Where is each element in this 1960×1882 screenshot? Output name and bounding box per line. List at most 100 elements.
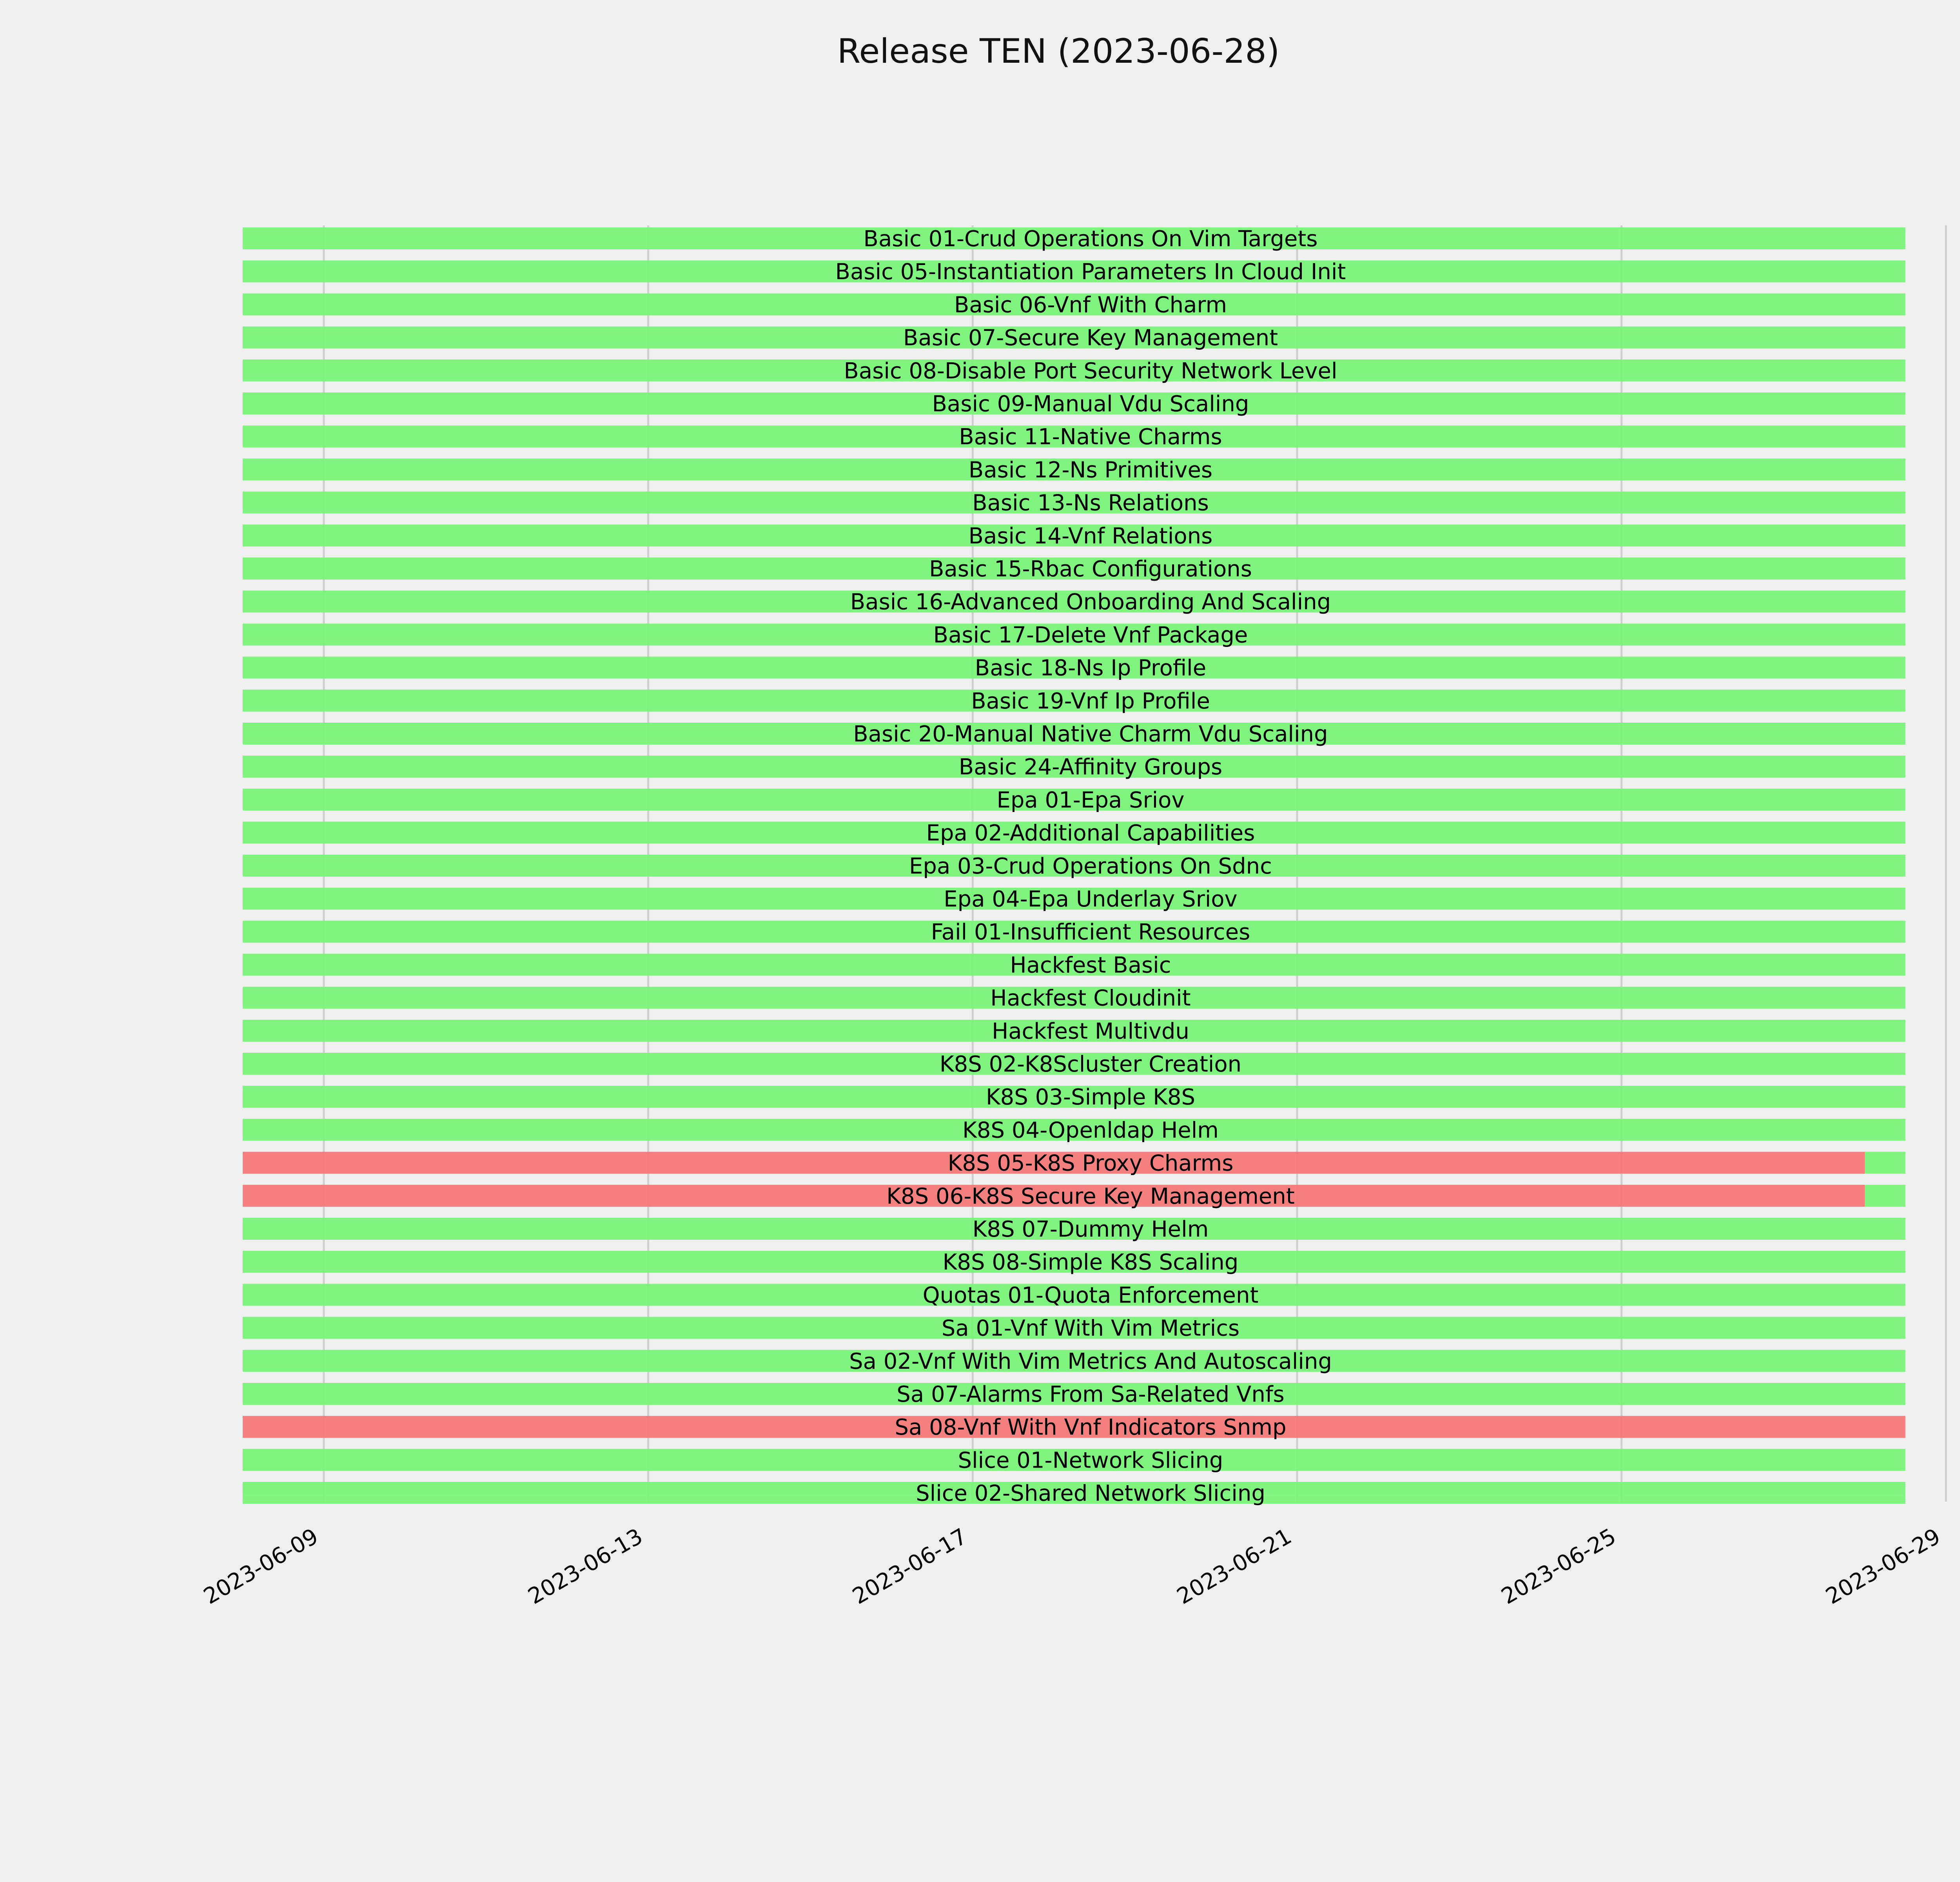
pass-segment xyxy=(243,590,1906,613)
test-row xyxy=(243,1152,1906,1174)
test-row xyxy=(243,425,1906,448)
pass-segment xyxy=(243,954,1906,976)
test-name-label: Sa 01-Vnf With Vim Metrics xyxy=(942,1316,1240,1341)
pass-segment xyxy=(243,392,1906,414)
test-name-label: Sa 07-Alarms From Sa-Related Vnfs xyxy=(897,1382,1284,1407)
test-row xyxy=(243,1350,1906,1372)
pass-segment xyxy=(243,854,1906,877)
x-tick-label: 2023-06-17 xyxy=(848,1524,971,1610)
fail-segment xyxy=(243,1152,1865,1174)
test-name-label: K8S 08-Simple K8S Scaling xyxy=(943,1250,1239,1275)
pass-segment xyxy=(243,524,1906,547)
test-name-label: Basic 18-Ns Ip Profile xyxy=(975,656,1206,681)
x-tick-label: 2023-06-09 xyxy=(200,1524,323,1610)
test-row xyxy=(243,723,1906,745)
test-row xyxy=(243,623,1906,646)
test-row xyxy=(243,1251,1906,1273)
test-name-label: Basic 16-Advanced Onboarding And Scaling xyxy=(850,589,1331,615)
test-row xyxy=(243,1449,1906,1471)
test-name-label: K8S 03-Simple K8S xyxy=(986,1085,1195,1110)
x-tick-label: 2023-06-25 xyxy=(1497,1524,1620,1610)
test-row xyxy=(243,1317,1906,1339)
test-name-label: Hackfest Cloudinit xyxy=(990,986,1191,1011)
test-name-label: Basic 13-Ns Relations xyxy=(972,490,1209,516)
pass-segment xyxy=(243,1350,1906,1372)
pass-segment xyxy=(1865,1184,1906,1207)
test-row xyxy=(243,558,1906,579)
test-row xyxy=(243,491,1906,514)
test-row xyxy=(243,1383,1906,1405)
pass-segment xyxy=(243,656,1906,679)
pass-segment xyxy=(243,227,1906,249)
pass-segment xyxy=(243,1119,1906,1141)
test-name-label: Sa 08-Vnf With Vnf Indicators Snmp xyxy=(895,1415,1286,1440)
test-row xyxy=(243,227,1906,249)
test-name-label: K8S 06-K8S Secure Key Management xyxy=(886,1184,1294,1209)
test-name-label: Basic 17-Delete Vnf Package xyxy=(933,622,1248,648)
test-name-label: Slice 01-Network Slicing xyxy=(958,1448,1223,1473)
test-row xyxy=(243,954,1906,976)
test-name-label: Basic 15-Rbac Configurations xyxy=(929,556,1252,582)
test-name-label: Basic 20-Manual Native Charm Vdu Scaling xyxy=(853,721,1328,747)
test-name-label: Slice 02-Shared Network Slicing xyxy=(916,1481,1265,1506)
test-row xyxy=(243,524,1906,547)
test-name-label: Basic 08-Disable Port Security Network L… xyxy=(844,358,1337,384)
test-row xyxy=(243,1218,1906,1240)
test-row xyxy=(243,888,1906,910)
pass-segment xyxy=(243,1284,1906,1306)
test-name-label: Basic 09-Manual Vdu Scaling xyxy=(932,391,1249,417)
test-row xyxy=(243,392,1906,414)
test-name-label: K8S 05-K8S Proxy Charms xyxy=(948,1151,1234,1176)
pass-segment xyxy=(243,888,1906,910)
test-labels: Basic 01-Crud Operations On Vim Targets B… xyxy=(835,226,1346,1506)
pass-segment xyxy=(243,1218,1906,1240)
pass-segment xyxy=(243,1053,1906,1075)
test-name-label: K8S 07-Dummy Helm xyxy=(973,1217,1209,1242)
test-name-label: Epa 03-Crud Operations On Sdnc xyxy=(909,854,1272,879)
x-tick-label: 2023-06-21 xyxy=(1173,1524,1296,1610)
test-row xyxy=(243,689,1906,712)
pass-segment xyxy=(243,1086,1906,1108)
pass-segment xyxy=(243,921,1906,943)
test-row xyxy=(243,788,1906,811)
test-row xyxy=(243,756,1906,778)
test-name-label: Epa 04-Epa Underlay Sriov xyxy=(944,887,1237,912)
test-name-label: Epa 02-Additional Capabilities xyxy=(926,821,1255,846)
fail-segment xyxy=(243,1416,1906,1438)
pass-segment xyxy=(243,425,1906,448)
pass-segment xyxy=(243,260,1906,283)
test-name-label: Basic 05-Instantiation Parameters In Clo… xyxy=(835,259,1346,285)
pass-segment xyxy=(243,1383,1906,1405)
pass-segment xyxy=(243,723,1906,745)
test-name-label: Hackfest Multivdu xyxy=(992,1019,1189,1044)
test-row xyxy=(243,656,1906,679)
pass-segment xyxy=(243,821,1906,844)
test-row xyxy=(243,986,1906,1009)
x-tick-label: 2023-06-29 xyxy=(1822,1524,1945,1610)
chart-title: Release TEN (2023-06-28) xyxy=(837,32,1280,71)
test-name-label: Basic 11-Native Charms xyxy=(959,424,1222,450)
test-name-label: K8S 02-K8Scluster Creation xyxy=(940,1052,1241,1077)
pass-segment xyxy=(243,1482,1906,1504)
test-row xyxy=(243,1482,1906,1504)
test-name-label: Basic 07-Secure Key Management xyxy=(903,325,1278,351)
test-name-label: Basic 19-Vnf Ip Profile xyxy=(971,688,1210,714)
test-name-label: Sa 02-Vnf With Vim Metrics And Autoscali… xyxy=(849,1349,1332,1374)
test-row xyxy=(243,260,1906,283)
test-row xyxy=(243,821,1906,844)
test-row xyxy=(243,1019,1906,1042)
test-name-label: Fail 01-Insufficient Resources xyxy=(931,919,1250,945)
pass-segment xyxy=(243,1449,1906,1471)
test-row xyxy=(243,1086,1906,1108)
test-row xyxy=(243,1284,1906,1306)
x-axis-ticks: 2023-06-09 2023-06-13 2023-06-17 2023-06-21… xyxy=(200,1524,1945,1610)
test-row xyxy=(243,1053,1906,1075)
test-name-label: K8S 04-Openldap Helm xyxy=(962,1117,1219,1143)
pass-segment xyxy=(243,986,1906,1009)
test-row xyxy=(243,1184,1906,1207)
pass-segment xyxy=(243,326,1906,349)
test-row xyxy=(243,458,1906,481)
pass-segment xyxy=(243,689,1906,712)
x-tick-label: 2023-06-13 xyxy=(524,1524,647,1610)
